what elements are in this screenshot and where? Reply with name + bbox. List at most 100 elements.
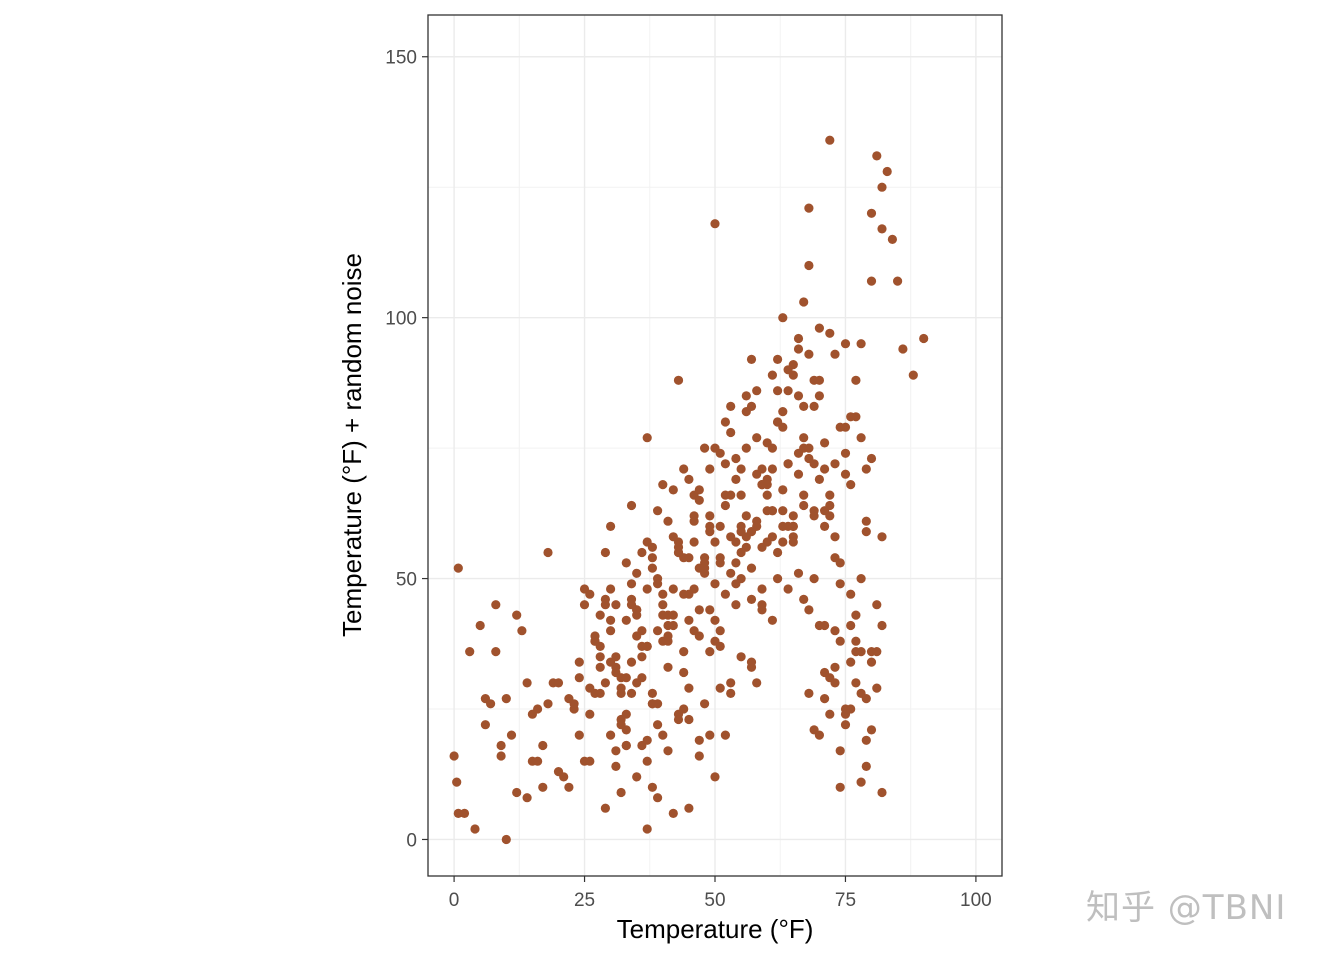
data-point (778, 537, 788, 547)
data-point (877, 787, 887, 798)
data-point (746, 563, 757, 573)
data-point (793, 568, 804, 578)
data-point (746, 657, 757, 667)
data-point (825, 500, 835, 511)
data-point (710, 772, 720, 782)
data-point (783, 584, 793, 594)
data-point (637, 547, 647, 558)
data-point (726, 490, 736, 500)
data-point (606, 615, 616, 625)
data-point (741, 443, 751, 453)
data-point (705, 464, 715, 474)
data-point (673, 547, 684, 558)
data-point (830, 459, 840, 469)
data-point (767, 506, 778, 516)
data-point (752, 521, 762, 532)
data-point (804, 605, 814, 615)
data-point (804, 349, 814, 359)
data-point (866, 725, 877, 735)
data-point (830, 553, 840, 563)
data-point (668, 584, 678, 594)
data-point (647, 542, 658, 552)
data-point (820, 694, 830, 704)
data-point (611, 662, 621, 672)
data-point (741, 391, 751, 401)
data-point (872, 647, 882, 657)
x-axis-ticks: 0 25 50 75 100 (449, 876, 992, 911)
data-point (851, 610, 861, 620)
data-point (642, 584, 652, 594)
data-point (715, 683, 725, 693)
data-point (799, 433, 809, 443)
data-point (574, 673, 584, 683)
data-point (804, 453, 814, 464)
data-point (726, 427, 736, 438)
data-point (600, 594, 611, 605)
data-point (710, 443, 720, 453)
data-point (741, 511, 751, 521)
data-point (684, 714, 694, 725)
data-point (783, 386, 793, 396)
data-point (689, 537, 699, 547)
data-point (736, 490, 746, 500)
data-point (668, 808, 678, 819)
y-tick-label: 0 (406, 830, 417, 851)
data-point (626, 657, 637, 667)
data-point (475, 620, 485, 631)
data-point (773, 547, 783, 558)
data-point (793, 333, 804, 344)
y-axis-title: Temperature (°F) + random noise (337, 253, 367, 637)
data-point (653, 626, 663, 636)
data-point (684, 683, 694, 693)
data-point (684, 803, 694, 813)
data-point (553, 678, 564, 688)
data-point (752, 433, 762, 443)
data-point (647, 563, 658, 573)
data-point (658, 600, 668, 610)
data-point (595, 652, 605, 662)
data-point (590, 636, 600, 646)
data-point (689, 511, 699, 521)
data-point (814, 730, 825, 740)
data-point (453, 563, 463, 573)
data-point (814, 474, 825, 484)
data-point (543, 547, 553, 558)
data-point (861, 735, 871, 745)
data-point (512, 787, 522, 798)
data-point (694, 751, 704, 761)
data-point (533, 756, 543, 766)
data-point (647, 782, 658, 792)
data-point (835, 579, 845, 589)
data-point (835, 746, 845, 756)
x-axis-title: Temperature (°F) (617, 914, 814, 944)
data-point (846, 620, 856, 631)
data-point (830, 532, 840, 542)
data-point (773, 574, 783, 584)
data-point (825, 709, 835, 719)
data-point (720, 459, 731, 469)
data-point (663, 662, 673, 672)
data-point (726, 401, 736, 411)
data-point (486, 699, 496, 709)
data-point (647, 553, 658, 563)
data-point (694, 631, 704, 641)
data-point (877, 224, 887, 234)
data-point (846, 589, 856, 599)
data-point (793, 391, 804, 401)
x-tick-label: 75 (835, 890, 856, 911)
data-point (715, 521, 725, 532)
data-point (632, 568, 642, 578)
data-point (793, 344, 804, 354)
data-point (705, 647, 715, 657)
data-point (668, 485, 678, 495)
data-point (694, 485, 704, 495)
data-point (694, 563, 704, 573)
data-point (877, 532, 887, 542)
data-point (757, 605, 767, 615)
data-point (793, 469, 804, 479)
data-point (919, 333, 929, 344)
data-point (726, 688, 736, 699)
data-point (799, 297, 809, 307)
data-point (585, 709, 595, 719)
